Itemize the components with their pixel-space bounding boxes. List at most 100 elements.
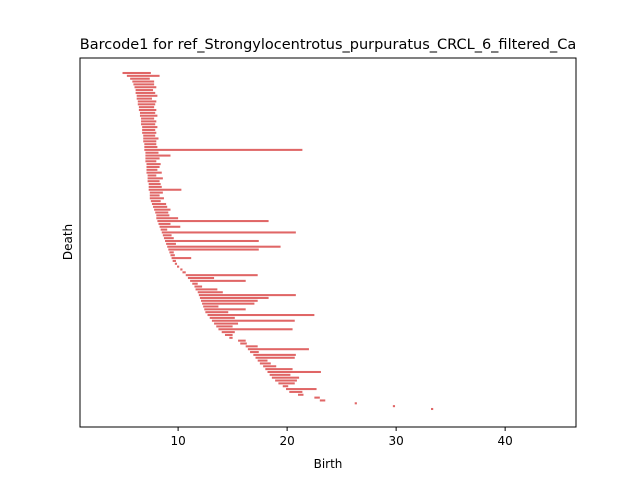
barcode-bar — [138, 108, 157, 112]
barcode-bar — [265, 368, 293, 371]
barcode-bar — [250, 351, 259, 354]
barcode-bar — [156, 214, 170, 217]
plot-background — [80, 58, 576, 427]
barcode-bar — [203, 305, 219, 308]
barcode-bar — [207, 314, 315, 317]
barcode-bar — [195, 288, 218, 291]
barcode-bar — [149, 194, 160, 197]
barcode-bar — [282, 385, 289, 388]
barcode-bar — [245, 345, 258, 348]
barcode-bar — [197, 291, 223, 294]
barcode-bar — [199, 296, 269, 299]
barcode-bar — [146, 165, 160, 168]
barcode-bar — [141, 120, 157, 123]
barcode-bar — [145, 160, 157, 163]
barcode-bar — [158, 222, 171, 225]
barcode-bar — [146, 168, 158, 171]
barcode-bar — [263, 365, 277, 368]
barcode-bar — [146, 171, 162, 174]
barcode-bar — [431, 407, 434, 411]
barcode-bar — [255, 356, 295, 359]
barcode-bar — [177, 265, 180, 268]
barcode-bar — [269, 373, 291, 376]
barcode-bar — [211, 319, 295, 322]
barcode-bar — [238, 339, 246, 342]
barcode-bar — [143, 137, 159, 140]
chart-title: Barcode1 for ref_Strongylocentrotus_purp… — [80, 37, 576, 53]
barcode-bar — [148, 188, 182, 191]
barcode-bar — [202, 302, 255, 305]
barcode-bar — [134, 86, 157, 89]
x-tick-label: 30 — [388, 434, 403, 448]
barcode-bar — [149, 191, 163, 194]
barcode-bar — [170, 254, 175, 257]
barcode-bar — [190, 279, 246, 282]
barcode-bar — [142, 126, 158, 129]
barcode-bar — [182, 271, 186, 274]
barcode-bar — [135, 91, 156, 94]
barcode-bar — [257, 359, 268, 362]
barcode-bar — [298, 393, 304, 396]
barcode-bar — [319, 399, 326, 402]
barcode-bar — [392, 405, 396, 408]
barcode-bar — [148, 185, 162, 188]
barcode-bar — [130, 77, 150, 80]
barcode-bar — [216, 325, 233, 328]
barcode-bar — [267, 370, 321, 374]
barcode-bar — [286, 388, 317, 391]
barcode-bar — [201, 299, 258, 302]
barcode-bar — [209, 316, 235, 319]
barcode-bar — [218, 328, 293, 331]
barcode-bar — [174, 262, 178, 265]
barcode-bar — [155, 211, 169, 214]
barcode-bar — [159, 225, 181, 228]
barcode-bar — [126, 74, 160, 77]
barcode-bar — [185, 274, 258, 277]
barcode-bar — [167, 245, 281, 248]
barcode-bar — [247, 348, 309, 351]
barcode-bar — [142, 128, 156, 131]
barcode-bar — [154, 208, 171, 211]
barcode-bar — [141, 117, 155, 120]
barcode-bar — [146, 163, 161, 166]
barcode-bar — [142, 131, 157, 134]
barcode-bar — [163, 237, 174, 240]
barcode-bar — [143, 134, 156, 137]
barcode-bar — [161, 231, 296, 234]
barcode-bar — [141, 123, 156, 126]
barcode-bar — [138, 106, 155, 109]
barcode-bar — [240, 342, 247, 345]
barcode-bar — [122, 71, 151, 75]
barcode-bar — [139, 111, 156, 114]
barcode-bar — [144, 148, 303, 151]
barcode-bar — [165, 239, 259, 243]
barcode-bar — [149, 197, 164, 200]
barcode-bar — [147, 180, 160, 183]
barcode-bar — [148, 183, 161, 186]
barcode-bar — [198, 294, 296, 297]
barcode-bar — [132, 80, 155, 83]
barcode-bar — [153, 205, 168, 208]
barcode-bar — [133, 83, 155, 86]
barcode-bar — [354, 402, 357, 405]
x-tick-label: 10 — [170, 434, 185, 448]
barcode-bar — [224, 333, 233, 336]
barcode-bar — [157, 220, 269, 223]
barcode-bar — [205, 311, 229, 314]
barcode-bar — [169, 251, 174, 254]
bars-layer — [122, 71, 434, 411]
barcode-bar — [194, 285, 203, 288]
barcode-bar — [136, 94, 158, 97]
barcode-bar — [229, 336, 233, 339]
barcode-bar — [144, 143, 157, 146]
barcode-bar — [145, 154, 171, 157]
barcode-bar — [171, 257, 192, 260]
barcode-bar — [278, 382, 295, 385]
barcode-bar — [289, 390, 303, 393]
barcode-bar — [271, 376, 300, 379]
barcode-bar — [147, 177, 163, 180]
barcode-bar — [137, 100, 157, 103]
barcode-bar — [180, 268, 183, 271]
barcode-bar — [275, 379, 297, 382]
